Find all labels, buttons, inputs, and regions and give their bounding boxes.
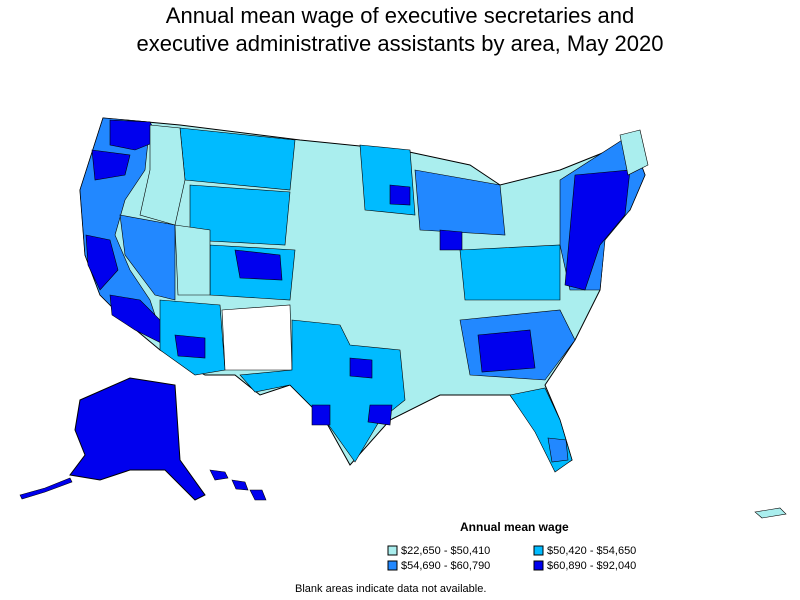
legend-item-2: $50,420 - $54,650 <box>547 545 636 557</box>
houston-area <box>367 404 393 426</box>
legend-item-4: $60,890 - $92,040 <box>547 560 636 572</box>
legend-title: Annual mean wage <box>460 520 569 534</box>
legend-label-1: $22,650 - $50,410 <box>401 545 491 557</box>
south-florida-area <box>547 437 569 463</box>
portland-area <box>91 149 131 181</box>
alaska <box>69 377 206 501</box>
wyoming-region <box>189 184 291 246</box>
new-mexico-blank <box>221 304 293 371</box>
utah-region <box>174 224 211 296</box>
nevada-region <box>119 214 176 301</box>
austin-area <box>311 404 331 426</box>
legend-label-3: $54,690 - $60,790 <box>401 560 491 572</box>
dallas-area <box>349 357 373 379</box>
legend-swatch-4 <box>533 560 544 571</box>
minneapolis-area <box>389 184 411 206</box>
title-line-1: Annual mean wage of executive secretarie… <box>165 3 635 28</box>
california-bay-area <box>85 234 119 291</box>
northeast-corridor <box>564 169 631 291</box>
puerto-rico <box>754 507 787 519</box>
texas-region <box>239 319 406 463</box>
legend-item-1: $22,650 - $50,410 <box>401 545 490 557</box>
title-line-2: executive administrative assistants by a… <box>136 31 664 56</box>
atlanta-area <box>477 329 536 373</box>
legend-label-4: $60,890 - $92,040 <box>547 560 637 572</box>
legend-swatch-3 <box>387 560 398 571</box>
phoenix-area <box>174 334 206 359</box>
map-title: Annual mean wage of executive secretarie… <box>0 2 800 58</box>
alaska-aleutians <box>19 477 73 500</box>
hawaii <box>209 469 267 501</box>
legend-swatch-1 <box>387 545 398 556</box>
legend-item-3: $54,690 - $60,790 <box>401 560 490 572</box>
ohio-valley-region <box>459 244 561 301</box>
legend-swatch-2 <box>533 545 544 556</box>
maine-region <box>619 129 649 176</box>
seattle-area <box>109 119 161 151</box>
chicago-area <box>439 229 463 251</box>
denver-area <box>234 249 283 281</box>
legend-label-2: $50,420 - $54,650 <box>547 545 637 557</box>
blank-areas-note: Blank areas indicate data not available. <box>295 583 487 595</box>
wisconsin-michigan-region <box>414 169 506 236</box>
